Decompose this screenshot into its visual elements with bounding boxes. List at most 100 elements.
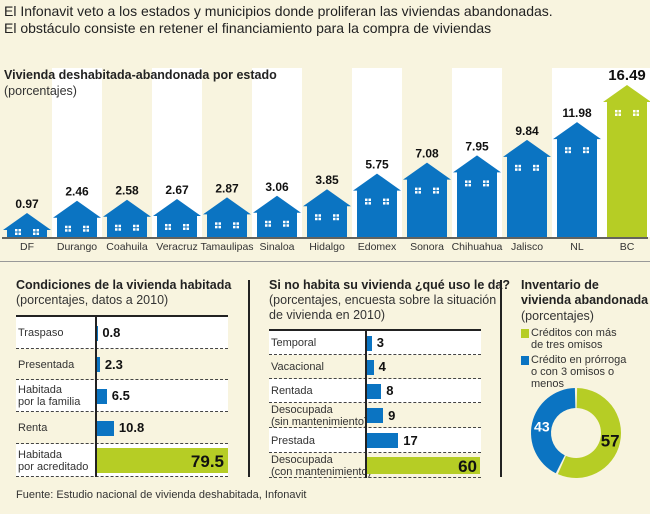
window-pane (568, 150, 571, 154)
window-pane (315, 214, 318, 217)
window-pane (68, 229, 71, 232)
value-label: 8 (386, 383, 394, 398)
house-bar-sinaloa (253, 195, 301, 237)
window-pane (268, 220, 271, 224)
value-label: 7.95 (465, 139, 489, 153)
category-label: Durango (57, 241, 97, 253)
window-pane (168, 223, 171, 227)
window-icon (415, 187, 421, 194)
window-pane (536, 164, 539, 168)
window-pane (18, 229, 21, 232)
window-pane (418, 191, 421, 194)
window-pane (136, 228, 139, 231)
window-pane (615, 109, 618, 113)
category-label: NL (570, 241, 584, 253)
window-pane (586, 147, 589, 150)
house-shape (503, 139, 551, 237)
chart-title: Vivienda deshabitada-abandonada por esta… (4, 68, 277, 82)
window-pane (386, 202, 389, 205)
value-label: 5.75 (365, 158, 389, 172)
table-row: Desocupada (sin mantenimiento) 9 (269, 403, 481, 428)
house-shape (203, 197, 251, 237)
value-label: 0.97 (15, 197, 39, 211)
window-pane (633, 113, 636, 116)
y-axis (365, 329, 367, 478)
window-pane (483, 180, 486, 183)
window-pane (315, 217, 318, 221)
window-pane (636, 109, 639, 113)
donut-label: 43 (534, 418, 550, 434)
window-pane (283, 224, 286, 227)
table-row: Desocupada (con mantenimiento) 60 (269, 453, 481, 478)
window-icon (165, 223, 171, 230)
window-pane (618, 109, 621, 113)
house-bar-veracruz (153, 198, 201, 237)
row-label: Presentada (18, 358, 75, 371)
value-label: 11.98 (562, 106, 592, 120)
house-shape (553, 122, 601, 237)
row-label: Prestada (271, 434, 316, 447)
house-shape (603, 84, 650, 237)
window-pane (115, 228, 118, 231)
window-icon (583, 147, 589, 154)
legend-item: Créditos con más de tres omisos (521, 327, 617, 351)
window-pane (83, 225, 86, 229)
window-icon (233, 222, 239, 229)
window-pane (518, 164, 521, 168)
row-label: Habitada por acreditado (18, 448, 89, 473)
window-pane (415, 187, 418, 191)
window-pane (365, 198, 368, 202)
window-icon (333, 214, 339, 221)
section-divider (0, 261, 650, 262)
house-bar-sonora (403, 162, 451, 237)
window-icon (615, 109, 621, 116)
window-pane (568, 147, 571, 150)
legend-swatch (521, 329, 529, 338)
window-pane (168, 227, 171, 230)
donut-slice (530, 388, 576, 474)
window-pane (36, 232, 39, 235)
window-pane (165, 223, 168, 227)
window-pane (265, 224, 268, 227)
window-pane (368, 198, 371, 202)
window-pane (436, 191, 439, 194)
category-label: Sonora (410, 241, 444, 253)
category-label: BC (620, 241, 635, 253)
y-axis (95, 315, 97, 477)
window-pane (586, 150, 589, 154)
row-label: Traspaso (18, 327, 64, 339)
headline-line-1: El Infonavit veto a los estados y munici… (4, 3, 553, 19)
window-pane (468, 180, 471, 183)
window-pane (318, 214, 321, 217)
window-pane (33, 232, 36, 235)
house-bar-nl (553, 122, 601, 237)
category-label: Edomex (358, 241, 397, 253)
row-label: Temporal (271, 337, 317, 349)
row-label: Desocupada (sin mantenimiento) (271, 403, 368, 428)
house-shape (453, 155, 501, 237)
value-label: 3.85 (315, 173, 339, 187)
window-pane (468, 183, 471, 187)
window-pane (33, 229, 36, 232)
window-pane (418, 187, 421, 191)
donut-label: 57 (601, 432, 620, 451)
headline-line-2: El obstáculo consiste en retener el fina… (4, 20, 492, 36)
table-row: Traspaso 0.8 (16, 317, 228, 349)
window-pane (86, 229, 89, 232)
bar (96, 448, 228, 473)
value-label: 0.8 (102, 325, 121, 340)
window-pane (536, 168, 539, 171)
window-icon (133, 224, 139, 231)
window-pane (365, 202, 368, 205)
value-label: 2.46 (65, 185, 89, 199)
value-label: 4 (378, 359, 386, 374)
value-label: 3 (376, 335, 384, 350)
window-icon (215, 222, 221, 229)
window-pane (186, 227, 189, 230)
window-icon (433, 187, 439, 194)
bar (366, 433, 399, 448)
window-pane (633, 109, 636, 113)
house-shape (403, 162, 451, 237)
value-label: 9.84 (515, 124, 539, 138)
